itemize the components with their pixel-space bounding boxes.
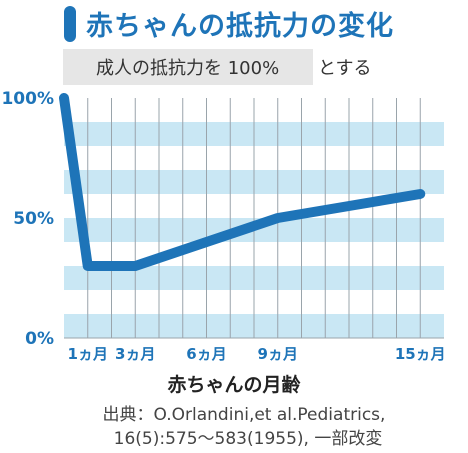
title-accent-bar xyxy=(64,6,76,42)
data-point xyxy=(277,217,279,219)
note-box xyxy=(63,49,313,85)
data-point xyxy=(206,241,207,243)
note-boxed-text: 成人の抵抗力を 100% xyxy=(96,58,280,79)
source-line-1: 出典：O.Orlandini,et al.Pediatrics, xyxy=(102,405,386,425)
x-tick-label: 15ヵ月 xyxy=(395,345,446,363)
data-point xyxy=(87,265,89,267)
note-suffix-text: とする xyxy=(318,58,372,79)
data-point xyxy=(348,205,350,207)
data-point xyxy=(134,265,136,267)
x-tick-label: 1ヵ月 xyxy=(68,345,108,363)
grid-lines xyxy=(64,98,444,339)
x-tick-label: 6ヵ月 xyxy=(186,345,226,363)
chart-title: 赤ちゃんの抵抗力の変化 xyxy=(86,11,394,42)
x-tick-labels: 1ヵ月 3ヵ月 6ヵ月 9ヵ月 15ヵ月 xyxy=(68,345,446,363)
data-point xyxy=(419,193,421,195)
y-tick-label: 50% xyxy=(13,209,54,229)
y-tick-labels: 0% 50% 100% xyxy=(1,89,54,349)
y-tick-label: 100% xyxy=(1,89,54,109)
x-tick-label: 9ヵ月 xyxy=(258,345,298,363)
data-point xyxy=(63,97,65,99)
x-tick-label: 3ヵ月 xyxy=(115,345,155,363)
source-line-2: 16(5):575～583(1955), 一部改変 xyxy=(113,429,383,449)
x-axis-label: 赤ちゃんの月齢 xyxy=(167,374,301,396)
y-tick-label: 0% xyxy=(25,329,54,349)
series-layer xyxy=(59,93,426,271)
